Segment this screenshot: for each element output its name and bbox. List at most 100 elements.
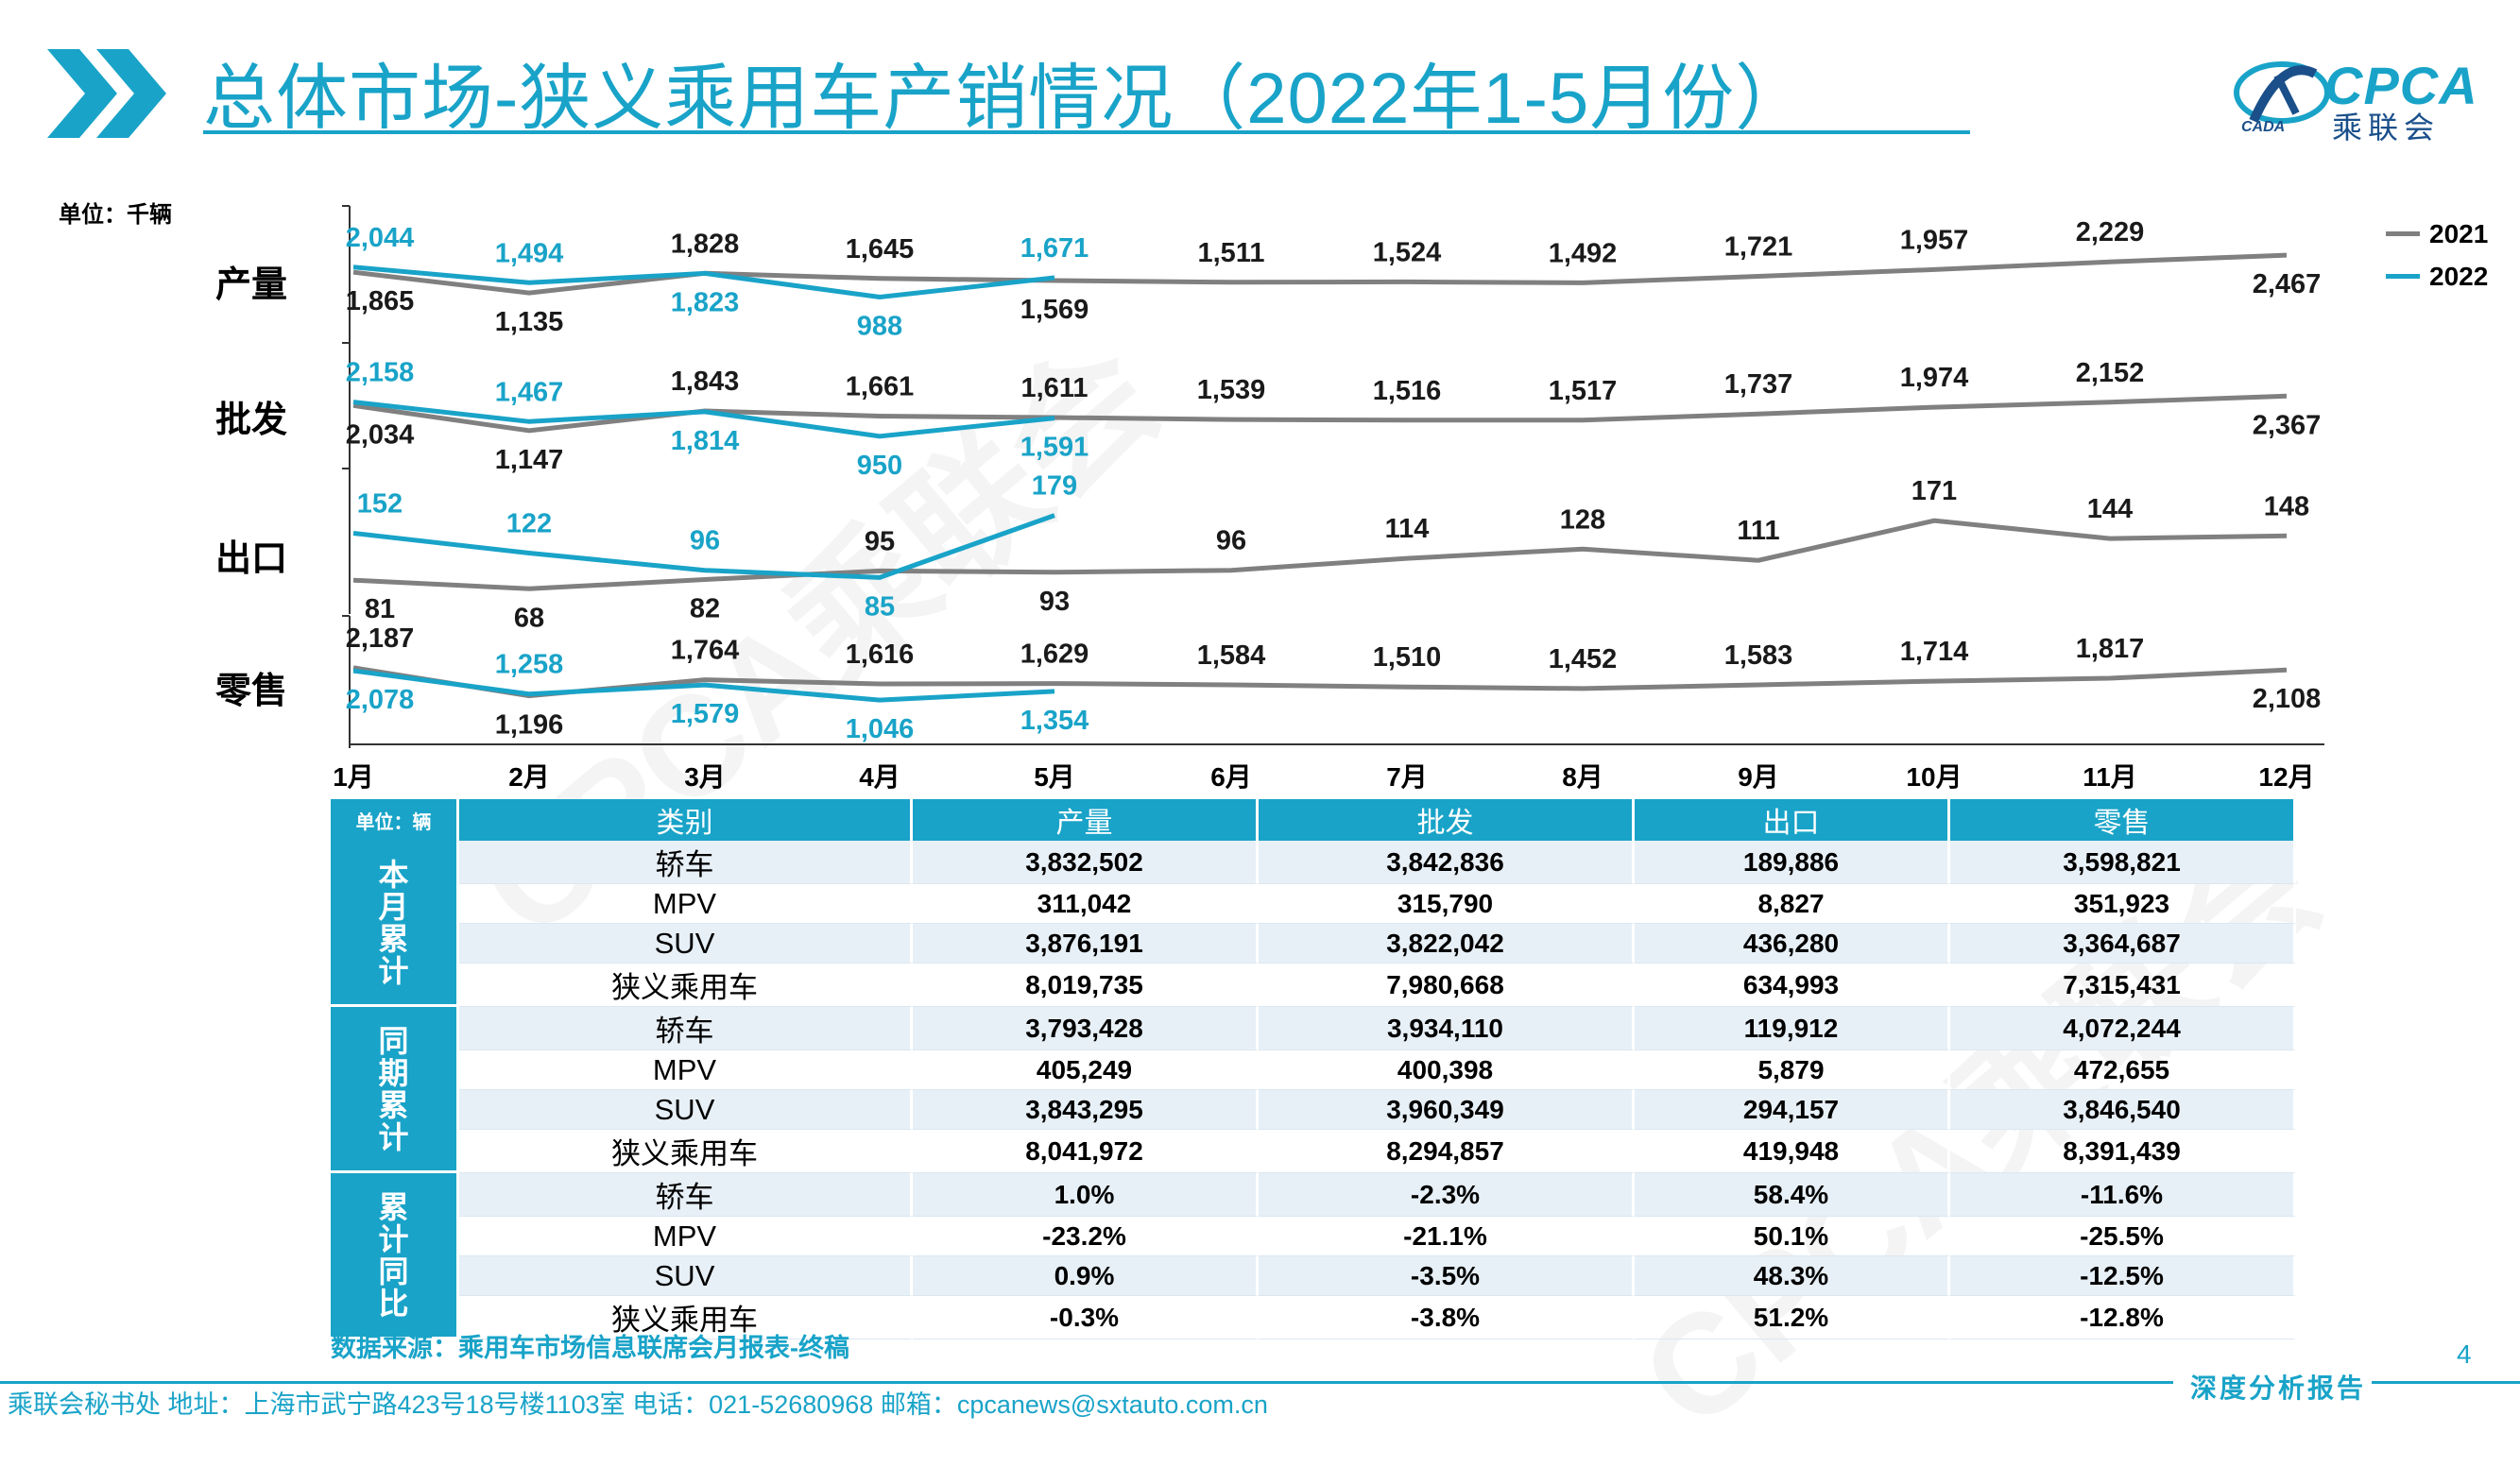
table-value-cell: 50.1% — [1635, 1217, 1950, 1256]
table-group-label: 同期累计 — [331, 1007, 459, 1173]
data-label-2022: 2,044 — [346, 223, 415, 253]
table-value-cell: 294,157 — [1635, 1090, 1950, 1130]
data-label-2021: 1,511 — [1198, 238, 1265, 268]
data-label-2021: 1,510 — [1373, 642, 1442, 673]
data-label-2021: 2,467 — [2253, 269, 2322, 299]
data-label-2021: 1,865 — [346, 286, 415, 316]
header-retail: 零售 — [1950, 799, 2296, 841]
data-label-2021: 1,645 — [846, 234, 915, 264]
panel-label: 批发 — [215, 401, 288, 440]
table-value-cell: 7,980,668 — [1259, 964, 1635, 1007]
table-value-cell: 436,280 — [1635, 924, 1950, 964]
table-value-cell: 3,822,042 — [1259, 924, 1635, 964]
table-value-cell: 0.9% — [913, 1256, 1259, 1296]
data-label-2021: 144 — [2087, 494, 2133, 524]
table-row: 狭义乘用车 8,041,972 8,294,857 419,948 8,391,439 — [331, 1130, 2296, 1173]
data-label-2022: 1,354 — [1020, 706, 1089, 736]
series-line-2021 — [352, 665, 2288, 699]
table-value-cell: 472,655 — [1950, 1050, 2296, 1090]
series-line-2022 — [352, 513, 1055, 580]
table-category-cell: 狭义乘用车 — [459, 964, 913, 1007]
table-row: 同期累计轿车 3,793,428 3,934,110 119,912 4,072,244 — [331, 1007, 2296, 1173]
data-label-2022: 2,078 — [346, 685, 415, 715]
table-value-cell: 8,041,972 — [913, 1130, 1259, 1173]
data-label-2022: 1,046 — [846, 714, 915, 744]
page-title: 总体市场-狭义乘用车产销情况（2022年1-5月份） — [203, 59, 1809, 139]
table-value-cell: 5,879 — [1635, 1050, 1950, 1090]
logo-small-text: CADA — [2241, 119, 2286, 135]
data-label-2021: 2,152 — [2076, 358, 2145, 388]
data-label-2021: 1,569 — [1020, 295, 1089, 325]
data-label-2021: 1,135 — [495, 307, 564, 337]
data-label-2021: 2,229 — [2076, 217, 2145, 247]
header-export: 出口 — [1635, 799, 1950, 841]
page-number: 4 — [2457, 1339, 2472, 1369]
legend-label: 2021 — [2429, 218, 2489, 248]
table-row: SUV 3,843,295 3,960,349 294,157 3,846,540 — [331, 1090, 2296, 1130]
logo-text: CPCA — [2324, 56, 2478, 115]
data-label-2021: 1,974 — [1900, 363, 1969, 393]
table-category-cell: MPV — [459, 1217, 913, 1256]
table-value-cell: 8,294,857 — [1259, 1130, 1635, 1173]
table-value-cell: -3.5% — [1259, 1256, 1635, 1296]
data-label-2022: 152 — [357, 489, 403, 520]
table-row: MPV 405,249 400,398 5,879 472,655 — [331, 1050, 2296, 1090]
table-value-cell: -25.5% — [1950, 1217, 2296, 1256]
series-line-2021 — [352, 252, 2288, 296]
chart-unit-label: 单位：千辆 — [59, 202, 172, 228]
data-label-2021: 1,616 — [846, 640, 915, 670]
data-label-2021: 1,843 — [671, 367, 740, 397]
data-label-2022: 1,579 — [671, 699, 740, 729]
data-label-2021: 114 — [1385, 514, 1430, 544]
data-label-2021: 111 — [1737, 516, 1779, 546]
legend-swatch — [2386, 231, 2420, 236]
header-wholesale: 批发 — [1259, 799, 1635, 841]
table-value-cell: 351,923 — [1950, 884, 2296, 924]
data-label-2021: 1,517 — [1549, 376, 1618, 406]
table-category-cell: SUV — [459, 1090, 913, 1130]
table-row: 本月累计轿车 3,832,502 3,842,836 189,886 3,598,821 — [331, 841, 2296, 1007]
table-value-cell: -23.2% — [913, 1217, 1259, 1256]
data-label-2021: 1,147 — [495, 445, 564, 475]
data-label-2022: 96 — [690, 526, 720, 556]
data-label-2022: 1,494 — [495, 238, 564, 268]
data-label-2021: 95 — [865, 526, 895, 556]
data-label-2021: 1,629 — [1020, 640, 1089, 670]
table-category-cell: MPV — [459, 1050, 913, 1090]
table-value-cell: -12.5% — [1950, 1256, 2296, 1296]
table-value-cell: 3,960,349 — [1259, 1090, 1635, 1130]
data-label-2021: 2,108 — [2253, 684, 2322, 714]
series-line-2022 — [352, 668, 1055, 703]
table-category-cell: SUV — [459, 1256, 913, 1296]
chart-legend: 2021 2022 — [2386, 213, 2488, 298]
data-label-2021: 1,196 — [495, 710, 564, 741]
table-category-cell: 轿车 — [459, 1007, 913, 1050]
x-tick-label: 7月 — [1386, 762, 1428, 792]
table-value-cell: -0.3% — [913, 1296, 1259, 1339]
series-line-2022 — [352, 264, 1055, 300]
data-label-2021: 1,584 — [1197, 640, 1266, 671]
table-row: 累计同比轿车 1.0% -2.3% 58.4% -11.6% — [331, 1173, 2296, 1339]
data-label-2022: 1,814 — [671, 426, 740, 456]
x-tick-label: 2月 — [508, 762, 550, 792]
data-label-2022: 1,467 — [495, 377, 564, 407]
table-value-cell: 119,912 — [1635, 1007, 1950, 1050]
data-label-2021: 93 — [1039, 587, 1070, 617]
x-tick-label: 1月 — [333, 762, 374, 792]
legend-item-2021: 2021 — [2386, 213, 2488, 255]
data-label-2021: 1,492 — [1549, 238, 1618, 268]
data-label-2021: 2,187 — [346, 623, 415, 654]
table-value-cell: 8,391,439 — [1950, 1130, 2296, 1173]
data-label-2021: 1,611 — [1021, 373, 1089, 403]
panel-label: 出口 — [215, 539, 288, 579]
panel-label: 零售 — [215, 672, 288, 711]
cpca-logo-icon — [2234, 61, 2330, 124]
data-label-2021: 1,583 — [1724, 640, 1793, 671]
table-row: 狭义乘用车 -0.3% -3.8% 51.2% -12.8% — [331, 1296, 2296, 1339]
table-value-cell: 405,249 — [913, 1050, 1259, 1090]
footer-divider — [0, 1381, 2173, 1384]
data-label-2022: 179 — [1032, 471, 1077, 502]
data-label-2022: 1,671 — [1020, 233, 1089, 264]
table-value-cell: 58.4% — [1635, 1173, 1950, 1217]
data-label-2021: 96 — [1216, 526, 1246, 556]
